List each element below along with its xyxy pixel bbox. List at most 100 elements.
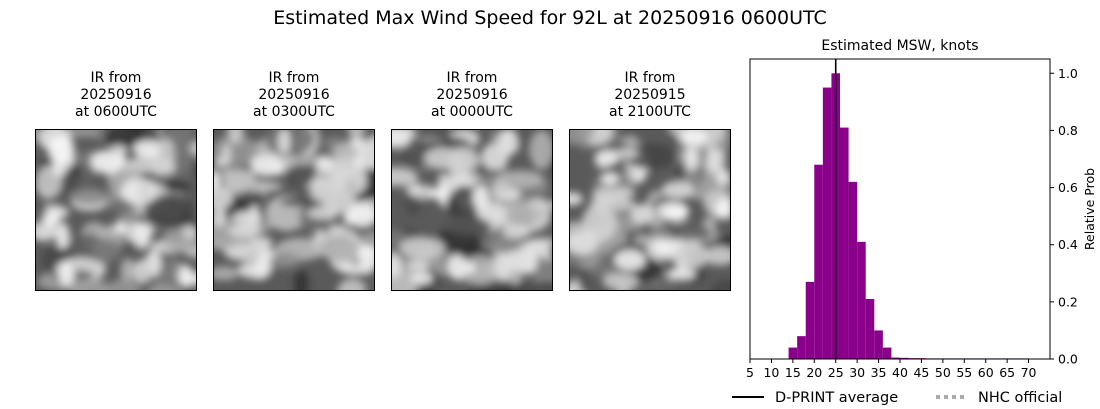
- y-tick-label: 0.0: [1058, 352, 1078, 367]
- cloud-blob: [69, 188, 110, 206]
- histogram-bar: [840, 127, 849, 359]
- y-axis-label: Relative Prob: [1082, 168, 1097, 250]
- cloud-blob: [130, 154, 162, 173]
- x-tick-label: 20: [806, 365, 822, 380]
- histogram-bar: [865, 299, 875, 359]
- cloud-blob: [581, 203, 617, 243]
- cloud-blob: [459, 254, 501, 286]
- cloud-blob: [607, 187, 636, 199]
- y-tick-label: 1.0: [1058, 66, 1078, 81]
- cloud-blob: [147, 283, 181, 290]
- cloud-blob: [214, 186, 233, 210]
- cloud-blob: [214, 266, 239, 281]
- y-tick-label: 0.8: [1058, 123, 1078, 138]
- cloud-blob: [234, 180, 283, 192]
- ir-satellite-image: [213, 129, 375, 291]
- cloud-blob: [222, 143, 232, 163]
- cloud-blob: [113, 221, 127, 234]
- cloud-blob: [249, 154, 284, 177]
- ir-panel-label: IR from: [446, 70, 498, 86]
- x-tick-label: 30: [849, 365, 865, 380]
- cloud-blob: [320, 235, 359, 262]
- cloud-blob: [43, 211, 60, 228]
- cloud-blob: [570, 193, 584, 205]
- cloud-blob: [615, 148, 639, 159]
- cloud-blob: [76, 163, 96, 188]
- cloud-blob: [715, 198, 730, 219]
- ir-panel-time: at 0600UTC: [75, 104, 157, 120]
- ir-panel-time: at 0300UTC: [253, 104, 335, 120]
- ir-panel-label: IR from: [268, 70, 320, 86]
- cloud-blob: [402, 138, 429, 158]
- x-tick-label: 65: [999, 365, 1015, 380]
- cloud-blob: [315, 155, 332, 174]
- cloud-blob: [352, 162, 367, 187]
- cloud-blob: [536, 256, 552, 281]
- cloud-blob: [706, 146, 719, 174]
- cloud-blob: [529, 130, 552, 170]
- cloud-blob: [132, 140, 164, 158]
- histogram-bar: [848, 181, 858, 359]
- cloud-blob: [337, 278, 366, 290]
- cloud-blob: [602, 272, 639, 290]
- y-tick-label: 0.4: [1058, 237, 1078, 252]
- cloud-blob: [392, 167, 418, 187]
- ir-panel-time: at 0000UTC: [431, 104, 513, 120]
- cloud-blob: [278, 130, 291, 154]
- x-tick-label: 40: [892, 365, 908, 380]
- cloud-blob: [392, 252, 402, 279]
- cloud-blob: [332, 143, 360, 161]
- cloud-blob: [232, 211, 257, 226]
- cloud-blob: [163, 180, 191, 191]
- cloud-blob: [214, 205, 225, 228]
- ir-panel-date: 20250916: [80, 87, 152, 103]
- histogram-bar: [805, 281, 815, 359]
- cloud-blob: [257, 249, 271, 278]
- cloud-blob: [716, 149, 726, 170]
- ir-satellite-image: [569, 129, 731, 291]
- cloud-blob: [347, 130, 365, 138]
- cloud-blob: [109, 144, 128, 156]
- cloud-blob: [64, 130, 100, 138]
- cloud-blob: [178, 265, 194, 289]
- cloud-blob: [293, 269, 309, 290]
- cloud-blob: [47, 135, 75, 164]
- cloud-blob: [308, 175, 342, 203]
- cloud-blob: [58, 262, 75, 287]
- cloud-blob: [704, 245, 730, 266]
- ir-satellite-image: [391, 129, 553, 291]
- ir-panel-3: IR from 20250916 at 0000UTC: [391, 70, 553, 291]
- cloud-blob: [144, 195, 194, 229]
- histogram-bar: [900, 357, 909, 359]
- cloud-blob: [337, 263, 374, 274]
- cloud-blob: [715, 167, 730, 186]
- cloud-blob: [446, 147, 480, 173]
- cloud-blob: [36, 130, 41, 139]
- legend-label-average: D-PRINT average: [775, 390, 898, 406]
- ir-panel-title: IR from 20250916 at 0300UTC: [213, 70, 375, 121]
- cloud-blob: [36, 222, 57, 242]
- cloud-blob: [407, 260, 430, 271]
- cloud-blob: [625, 143, 677, 170]
- histogram-bar: [797, 336, 806, 359]
- cloud-blob: [594, 151, 613, 168]
- cloud-blob: [55, 222, 70, 249]
- cloud-blob: [227, 130, 244, 145]
- cloud-blob: [630, 203, 654, 224]
- cloud-blob: [661, 181, 694, 199]
- cloud-blob: [674, 241, 709, 269]
- cloud-blob: [121, 177, 158, 205]
- cloud-blob: [418, 130, 455, 134]
- legend-label-nhc: NHC official: [978, 390, 1062, 406]
- chart-title: Estimated MSW, knots: [821, 38, 978, 54]
- x-tick-label: 50: [935, 365, 951, 380]
- figure-title: Estimated Max Wind Speed for 92L at 2025…: [273, 7, 827, 29]
- x-tick-label: 45: [913, 365, 929, 380]
- ir-panel-label: IR from: [90, 70, 142, 86]
- cloud-blob: [522, 238, 551, 257]
- cloud-blob: [54, 171, 81, 194]
- ir-panel-4: IR from 20250915 at 2100UTC: [569, 70, 731, 291]
- cloud-blob: [182, 224, 196, 240]
- cloud-blob: [92, 237, 122, 262]
